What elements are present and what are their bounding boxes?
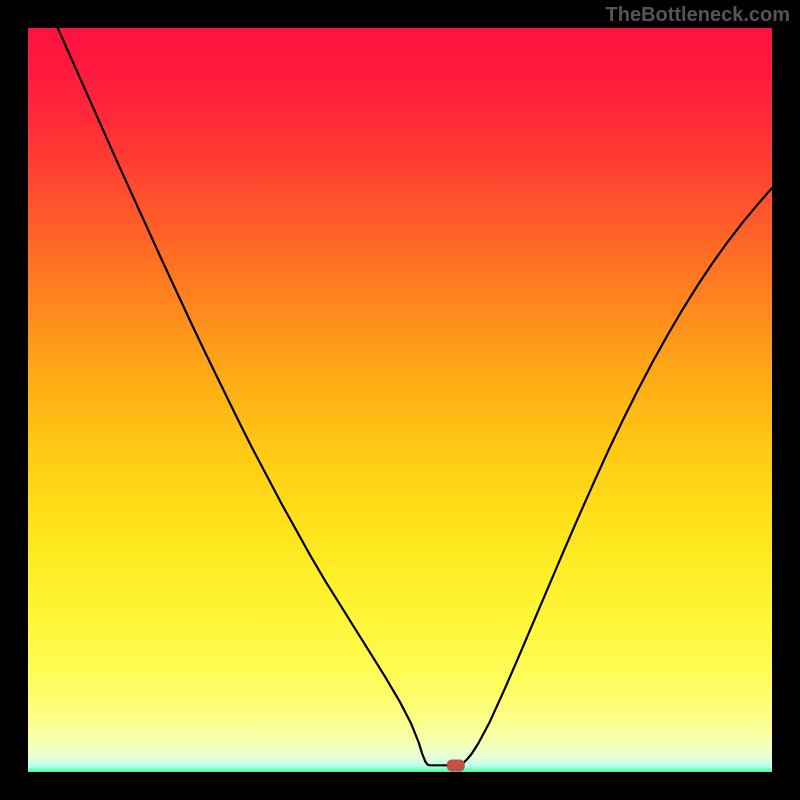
chart-root: TheBottleneck.com [0, 0, 800, 800]
plot-background [28, 28, 772, 772]
minimum-marker [447, 759, 465, 771]
watermark-label: TheBottleneck.com [606, 4, 790, 27]
bottleneck-chart [0, 0, 800, 800]
